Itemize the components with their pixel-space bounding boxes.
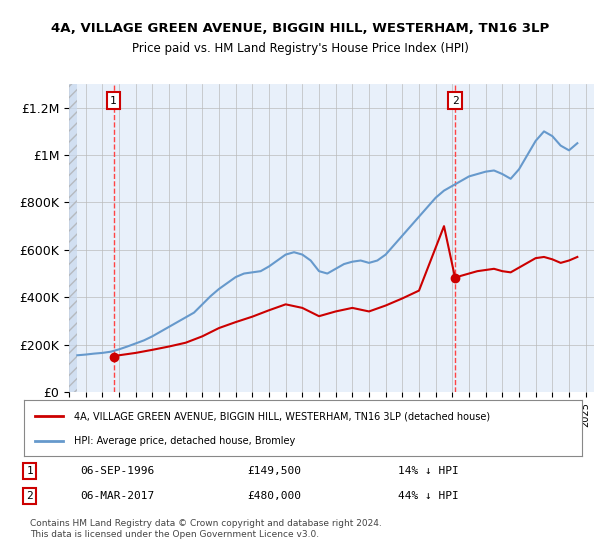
Text: 14% ↓ HPI: 14% ↓ HPI: [398, 466, 458, 476]
Text: 44% ↓ HPI: 44% ↓ HPI: [398, 491, 458, 501]
Text: 2: 2: [452, 96, 458, 106]
Text: 4A, VILLAGE GREEN AVENUE, BIGGIN HILL, WESTERHAM, TN16 3LP: 4A, VILLAGE GREEN AVENUE, BIGGIN HILL, W…: [51, 22, 549, 35]
Text: 06-SEP-1996: 06-SEP-1996: [80, 466, 154, 476]
Text: Price paid vs. HM Land Registry's House Price Index (HPI): Price paid vs. HM Land Registry's House …: [131, 42, 469, 55]
Text: £149,500: £149,500: [247, 466, 301, 476]
Text: £480,000: £480,000: [247, 491, 301, 501]
Text: 2: 2: [26, 491, 33, 501]
Text: HPI: Average price, detached house, Bromley: HPI: Average price, detached house, Brom…: [74, 436, 295, 446]
Text: 1: 1: [110, 96, 117, 106]
Text: 1: 1: [26, 466, 33, 476]
Text: This data is licensed under the Open Government Licence v3.0.: This data is licensed under the Open Gov…: [29, 530, 319, 539]
Text: 4A, VILLAGE GREEN AVENUE, BIGGIN HILL, WESTERHAM, TN16 3LP (detached house): 4A, VILLAGE GREEN AVENUE, BIGGIN HILL, W…: [74, 411, 490, 421]
Text: Contains HM Land Registry data © Crown copyright and database right 2024.: Contains HM Land Registry data © Crown c…: [29, 520, 382, 529]
Text: 06-MAR-2017: 06-MAR-2017: [80, 491, 154, 501]
